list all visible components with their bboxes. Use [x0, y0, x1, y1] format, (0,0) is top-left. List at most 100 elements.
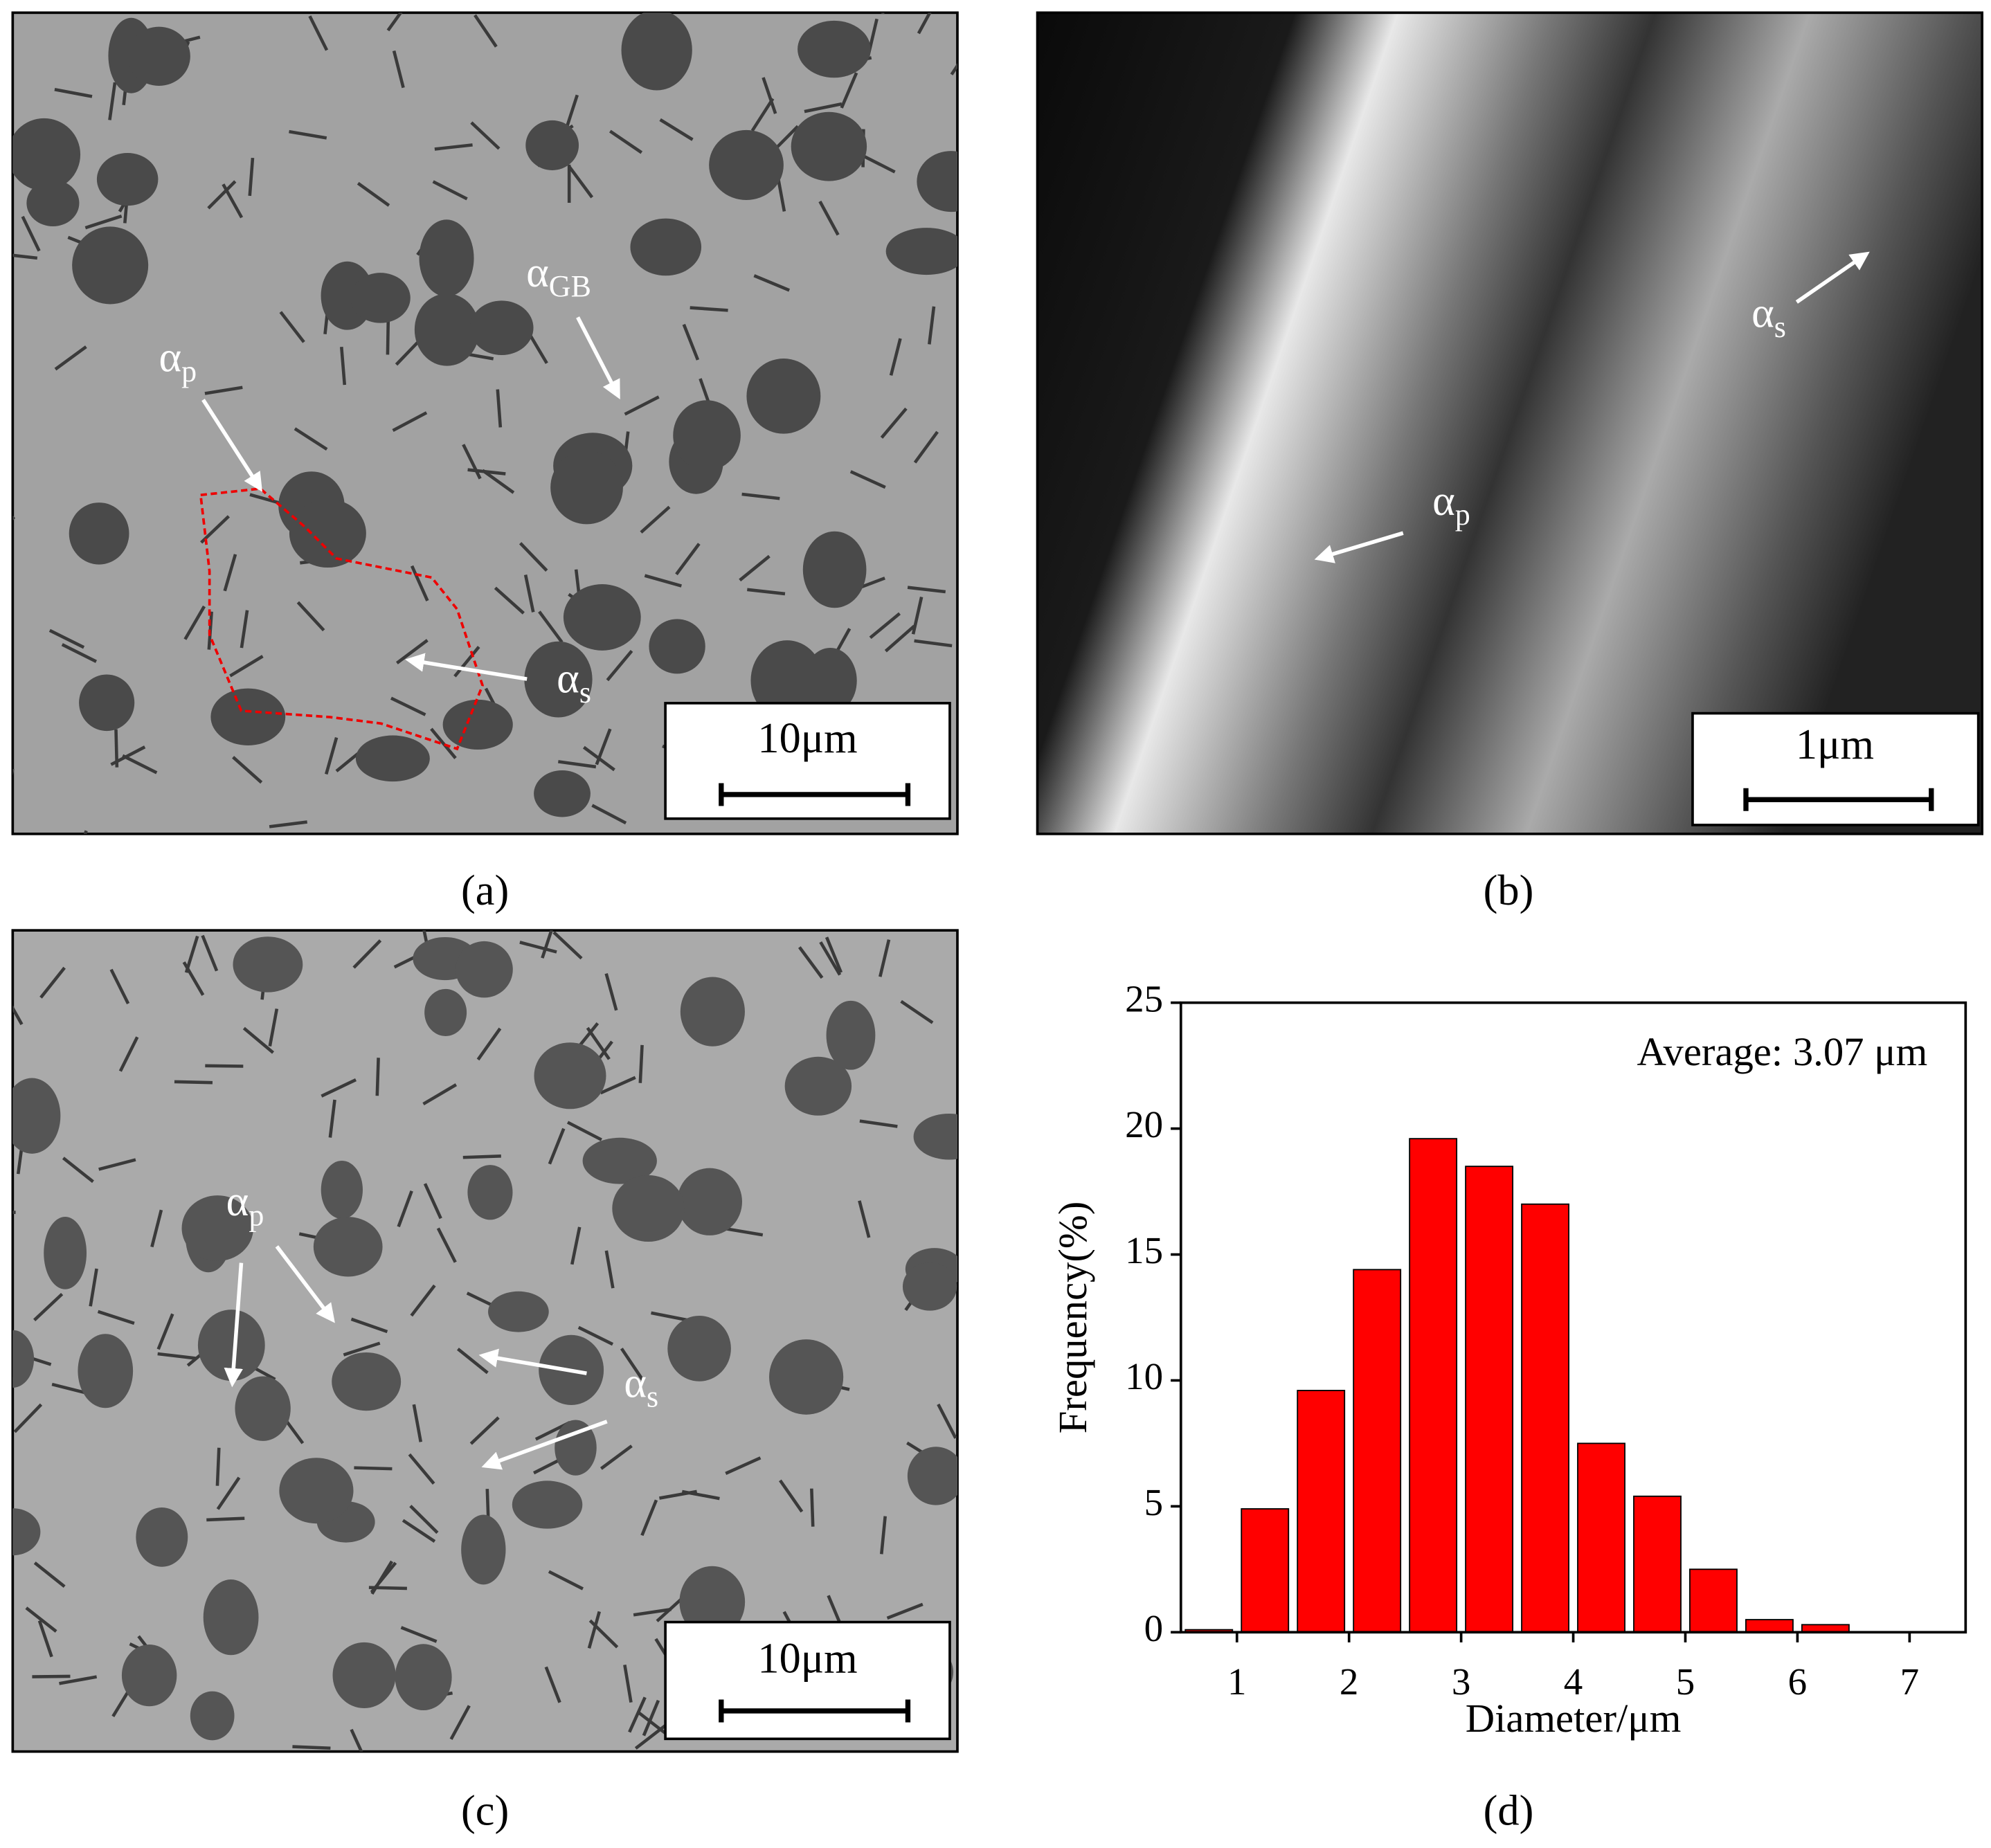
lath [644, 574, 682, 588]
lath [392, 411, 428, 433]
annotation-sub: p [1455, 498, 1470, 532]
y-tick-label: 0 [1144, 1607, 1164, 1649]
grain [563, 584, 641, 651]
grain [136, 1507, 188, 1567]
lath [950, 62, 957, 75]
bar [1577, 1442, 1625, 1633]
grain [784, 1056, 852, 1116]
lath [747, 588, 786, 596]
lath [184, 935, 199, 973]
lath [157, 1352, 196, 1360]
lath [207, 180, 237, 210]
lath [467, 468, 506, 475]
lath [430, 727, 457, 759]
x-tick-label: 3 [1452, 1660, 1471, 1703]
lath [623, 1665, 633, 1703]
lath [558, 760, 597, 769]
bar [1297, 1390, 1346, 1633]
lath [640, 505, 671, 534]
lath [61, 643, 98, 663]
lath [110, 745, 146, 766]
grain [525, 120, 579, 170]
lath [12, 253, 38, 260]
annotation: αp [1432, 477, 1470, 532]
lath [386, 12, 403, 32]
x-tick-label: 5 [1676, 1660, 1695, 1703]
lath [928, 306, 936, 345]
lath [89, 1268, 98, 1307]
arrow [1795, 251, 1870, 304]
grain [190, 1691, 235, 1741]
grain [621, 12, 692, 91]
lath [798, 946, 824, 979]
lath [587, 1611, 601, 1649]
lath [566, 1121, 602, 1141]
lath [62, 1157, 94, 1184]
lath [109, 968, 130, 1005]
lath [591, 804, 627, 825]
lath [118, 1036, 139, 1072]
lath [294, 427, 328, 451]
grain [534, 770, 591, 817]
lath [289, 129, 327, 140]
lath [818, 200, 840, 236]
grain [709, 129, 784, 200]
lath [628, 1696, 647, 1733]
annotation-base: α [159, 334, 181, 381]
lath [659, 118, 694, 141]
arrow [275, 1245, 335, 1323]
lath [150, 1209, 163, 1248]
lath [880, 407, 908, 439]
annotation-sub: s [647, 1380, 658, 1414]
lath [682, 323, 700, 361]
lath [937, 1403, 957, 1439]
grain [550, 451, 623, 525]
lath [436, 1227, 457, 1263]
grain [673, 400, 741, 471]
lath [402, 1519, 436, 1543]
lath [804, 102, 843, 114]
bar [1521, 1203, 1569, 1633]
lath [205, 1064, 244, 1068]
lath [840, 72, 858, 109]
bar [1353, 1269, 1402, 1633]
bar [1745, 1619, 1794, 1633]
grain [612, 1175, 685, 1242]
annotation: Average: 3.07 μm [1637, 1029, 1927, 1074]
grain [679, 1566, 746, 1638]
lath [642, 1699, 660, 1737]
lath [604, 1250, 615, 1289]
grain [804, 647, 857, 714]
lath [21, 215, 41, 252]
grain [79, 674, 135, 732]
x-tick-label: 4 [1564, 1660, 1583, 1703]
lath [609, 129, 643, 154]
annotation-sub: p [249, 1199, 264, 1233]
lath [606, 649, 633, 682]
lath [725, 1226, 764, 1237]
grain [467, 1165, 513, 1220]
grain [524, 641, 593, 718]
lath [48, 628, 85, 649]
lath [201, 934, 219, 972]
annotation-base: α [226, 1177, 249, 1225]
grain [649, 619, 705, 674]
lath [33, 1561, 66, 1588]
lath [577, 1325, 614, 1346]
grain [582, 1137, 657, 1184]
grain [750, 640, 824, 721]
grain [355, 735, 430, 782]
lath [858, 1200, 871, 1238]
lath [519, 542, 548, 572]
lath [434, 143, 473, 151]
lath [296, 601, 325, 632]
panel-label: (d) [1484, 1787, 1534, 1835]
lath [206, 1516, 245, 1522]
grain [12, 1330, 35, 1388]
lath [216, 1476, 241, 1510]
lath [548, 1127, 566, 1165]
bar [1689, 1568, 1738, 1633]
annotation: αp [159, 334, 197, 388]
